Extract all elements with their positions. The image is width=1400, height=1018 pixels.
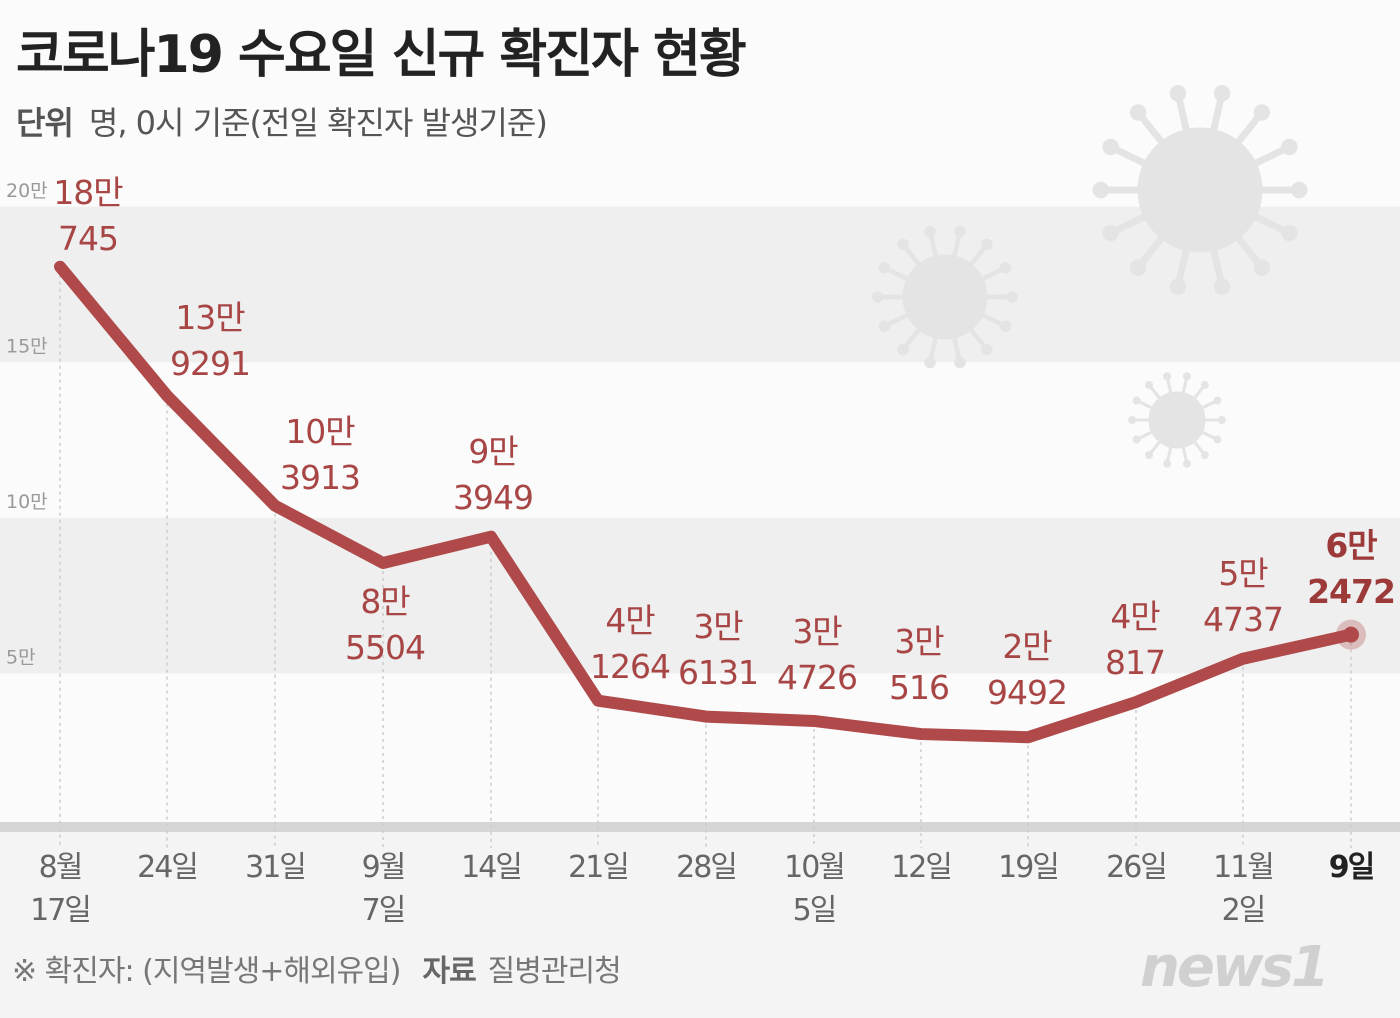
x-tick-label: 9월 (362, 850, 405, 885)
x-tick-label: 21일 (568, 850, 628, 885)
data-label: 6만 (1325, 526, 1377, 565)
data-label: 516 (889, 668, 949, 707)
data-label: 745 (58, 219, 118, 258)
x-tick-label: 11월 (1213, 850, 1273, 885)
virus-icon (1128, 372, 1226, 468)
x-tick-label: 7일 (362, 893, 405, 928)
footnote: ※ 확진자: (지역발생+해외유입) (12, 954, 401, 989)
x-tick-label: 24일 (137, 850, 197, 885)
data-label: 817 (1105, 643, 1165, 682)
data-label: 6131 (678, 653, 758, 692)
unit-label: 단위 (16, 104, 74, 142)
x-axis-baseline (0, 822, 1400, 832)
x-tick-label: 17일 (30, 893, 90, 928)
x-tick-label: 12일 (891, 850, 951, 885)
virus-icon (872, 225, 1018, 369)
data-label: 3949 (453, 478, 533, 517)
unit-text: 명, 0시 기준(전일 확진자 발생기준) (88, 104, 548, 142)
x-tick-label: 31일 (245, 850, 305, 885)
grid-band (0, 517, 1400, 674)
x-tick-label: 14일 (461, 850, 521, 885)
data-label: 3만 (894, 622, 944, 661)
data-label: 18만 (53, 173, 123, 212)
x-tick-label: 26일 (1106, 850, 1166, 885)
y-tick-label: 10만 (6, 491, 48, 513)
footer: ※ 확진자: (지역발생+해외유입) 자료 질병관리청 (12, 946, 622, 990)
data-label: 9492 (987, 673, 1067, 712)
x-tick-label: 5일 (793, 893, 836, 928)
source: 질병관리청 (487, 954, 622, 989)
virus-icon (1092, 85, 1308, 295)
x-tick-label: 19일 (998, 850, 1058, 885)
data-point (1343, 626, 1359, 643)
x-tick-label: 9일 (1329, 850, 1374, 885)
x-tick-label: 2일 (1222, 893, 1265, 928)
data-label: 8만 (360, 582, 410, 621)
data-label: 2만 (1002, 627, 1052, 666)
data-label: 4만 (605, 601, 655, 640)
data-label: 3913 (280, 458, 360, 497)
source-label: 자료 (422, 954, 476, 989)
data-label: 9291 (170, 344, 250, 383)
series-line (54, 260, 1357, 744)
data-label: 10만 (285, 412, 355, 451)
x-tick-label: 10월 (784, 850, 844, 885)
data-label: 9만 (468, 432, 518, 471)
data-label: 2472 (1307, 572, 1395, 611)
data-label: 13만 (175, 298, 245, 337)
data-label: 3만 (792, 612, 842, 651)
data-label: 5504 (345, 628, 425, 667)
y-tick-label: 20만 (6, 180, 48, 202)
footer-background (0, 832, 1400, 1018)
y-tick-label: 5만 (6, 646, 36, 668)
data-label: 1264 (590, 647, 670, 686)
x-tick-label: 28일 (676, 850, 736, 885)
x-tick-label: 8월 (39, 850, 82, 885)
data-label: 4만 (1110, 597, 1160, 636)
data-label: 3만 (693, 607, 743, 646)
news1-logo: news1 (1140, 935, 1330, 1000)
data-label: 4737 (1203, 600, 1283, 639)
data-label: 4726 (777, 658, 857, 697)
data-label: 5만 (1218, 554, 1268, 593)
page-title: 코로나19 수요일 신규 확진자 현황 (16, 25, 747, 85)
subtitle: 단위 명, 0시 기준(전일 확진자 발생기준) (16, 98, 548, 144)
y-tick-label: 15만 (6, 335, 48, 357)
